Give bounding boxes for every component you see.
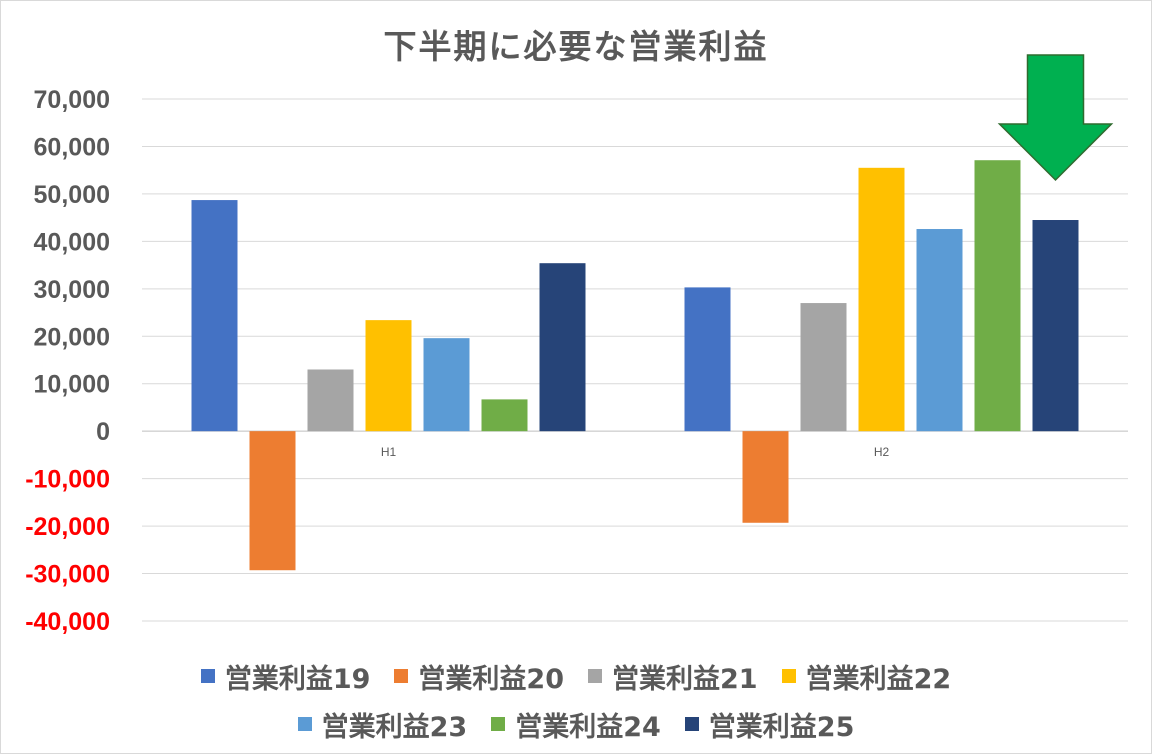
legend-swatch — [588, 669, 602, 683]
x-category-label: H2 — [874, 445, 890, 459]
y-tick-label: 30,000 — [34, 276, 110, 304]
y-tick-label: -40,000 — [25, 608, 110, 636]
legend-row: 営業利益23 営業利益24 営業利益25 — [0, 700, 1152, 748]
legend-item: 営業利益22 — [781, 657, 952, 696]
legend-label: 営業利益23 — [321, 711, 468, 743]
y-tick-label: 40,000 — [34, 228, 110, 256]
legend-label: 営業利益25 — [708, 711, 855, 743]
bar — [365, 320, 412, 432]
y-tick-label: 20,000 — [34, 323, 110, 351]
legend-item: 営業利益24 — [491, 705, 661, 744]
bar — [191, 200, 238, 432]
chart-title: 下半期に必要な営業利益 — [383, 27, 769, 66]
bar — [249, 431, 296, 571]
bar — [481, 399, 528, 432]
legend-label: 営業利益21 — [612, 663, 758, 695]
legend-row: 営業利益19 営業利益20 営業利益21 営業利益22 — [0, 652, 1152, 700]
legend-item: 営業利益21 — [588, 657, 758, 696]
bar — [1032, 220, 1079, 432]
legend-swatch — [684, 717, 699, 731]
legend-swatch — [297, 717, 312, 731]
legend-swatch — [781, 669, 796, 683]
legend-item: 営業利益19 — [200, 657, 371, 696]
y-tick-label: -10,000 — [25, 466, 110, 494]
bar — [974, 160, 1021, 432]
y-tick-label: 10,000 — [34, 371, 110, 399]
bar — [307, 369, 354, 432]
bar-chart-plot: 70,000 60,000 50,000 40,000 30,000 20,000 10,0… — [25, 54, 1128, 636]
x-category-label: H1 — [381, 445, 397, 459]
legend-item: 営業利益25 — [684, 705, 855, 744]
legend-swatch — [491, 717, 506, 731]
y-tick-label: -30,000 — [25, 561, 110, 589]
legend-swatch — [394, 669, 409, 683]
legend-label: 営業利益22 — [805, 663, 952, 695]
legend-label: 営業利益19 — [224, 663, 371, 695]
down-arrow-icon — [997, 54, 1114, 182]
legend-label: 営業利益20 — [418, 663, 564, 695]
bar — [539, 263, 586, 432]
bar — [423, 338, 470, 432]
bar — [916, 229, 963, 432]
bar — [684, 287, 731, 432]
y-tick-label: -20,000 — [25, 513, 110, 541]
legend-swatch — [200, 669, 215, 683]
y-tick-label: 70,000 — [34, 86, 110, 114]
y-tick-label: 50,000 — [34, 181, 110, 209]
legend-item: 営業利益20 — [394, 657, 564, 696]
y-tick-label: 0 — [96, 418, 110, 446]
bar — [800, 303, 847, 432]
legend-item: 営業利益23 — [297, 705, 468, 744]
chart-legend: 営業利益19 営業利益20 営業利益21 営業利益22 営業利益23 営業利益24 営業利益… — [0, 652, 1152, 748]
bar — [742, 431, 789, 523]
legend-label: 営業利益24 — [515, 711, 661, 743]
y-tick-label: 60,000 — [34, 133, 110, 161]
bar — [858, 167, 905, 432]
